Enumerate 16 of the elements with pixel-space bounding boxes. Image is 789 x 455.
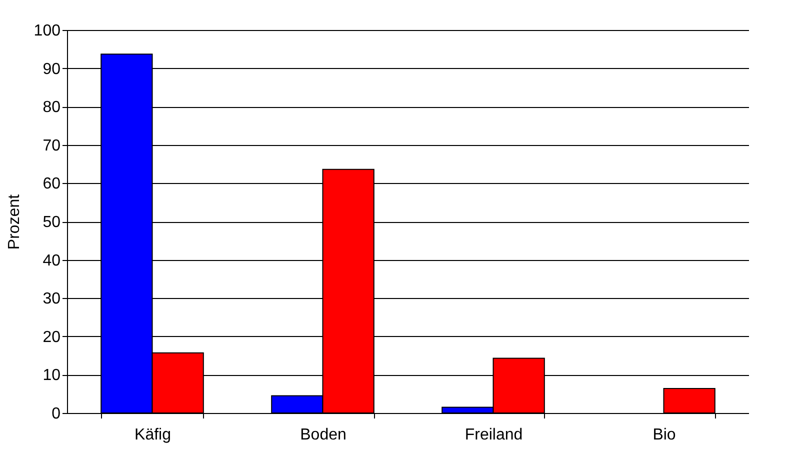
y-tick-label: 30 xyxy=(42,290,61,308)
y-tick-label: 70 xyxy=(42,137,61,154)
y-tick-label: 40 xyxy=(42,252,61,270)
y-tick-label: 80 xyxy=(42,99,61,116)
x-tick-label: Freiland xyxy=(464,426,523,444)
y-tick-label: 50 xyxy=(42,214,61,231)
y-tick-label: 0 xyxy=(52,406,61,422)
x-tick-label: Boden xyxy=(300,426,346,444)
x-tick-label: Bio xyxy=(652,426,676,444)
y-tick-label: 20 xyxy=(42,328,61,346)
x-tick-label: Käfig xyxy=(134,426,171,444)
y-axis-title: Prozent xyxy=(6,194,23,250)
y-tick-label: 10 xyxy=(42,367,61,384)
y-tick-label: 60 xyxy=(42,176,61,193)
y-tick-label: 100 xyxy=(34,22,61,40)
y-tick-label: 90 xyxy=(42,60,61,78)
